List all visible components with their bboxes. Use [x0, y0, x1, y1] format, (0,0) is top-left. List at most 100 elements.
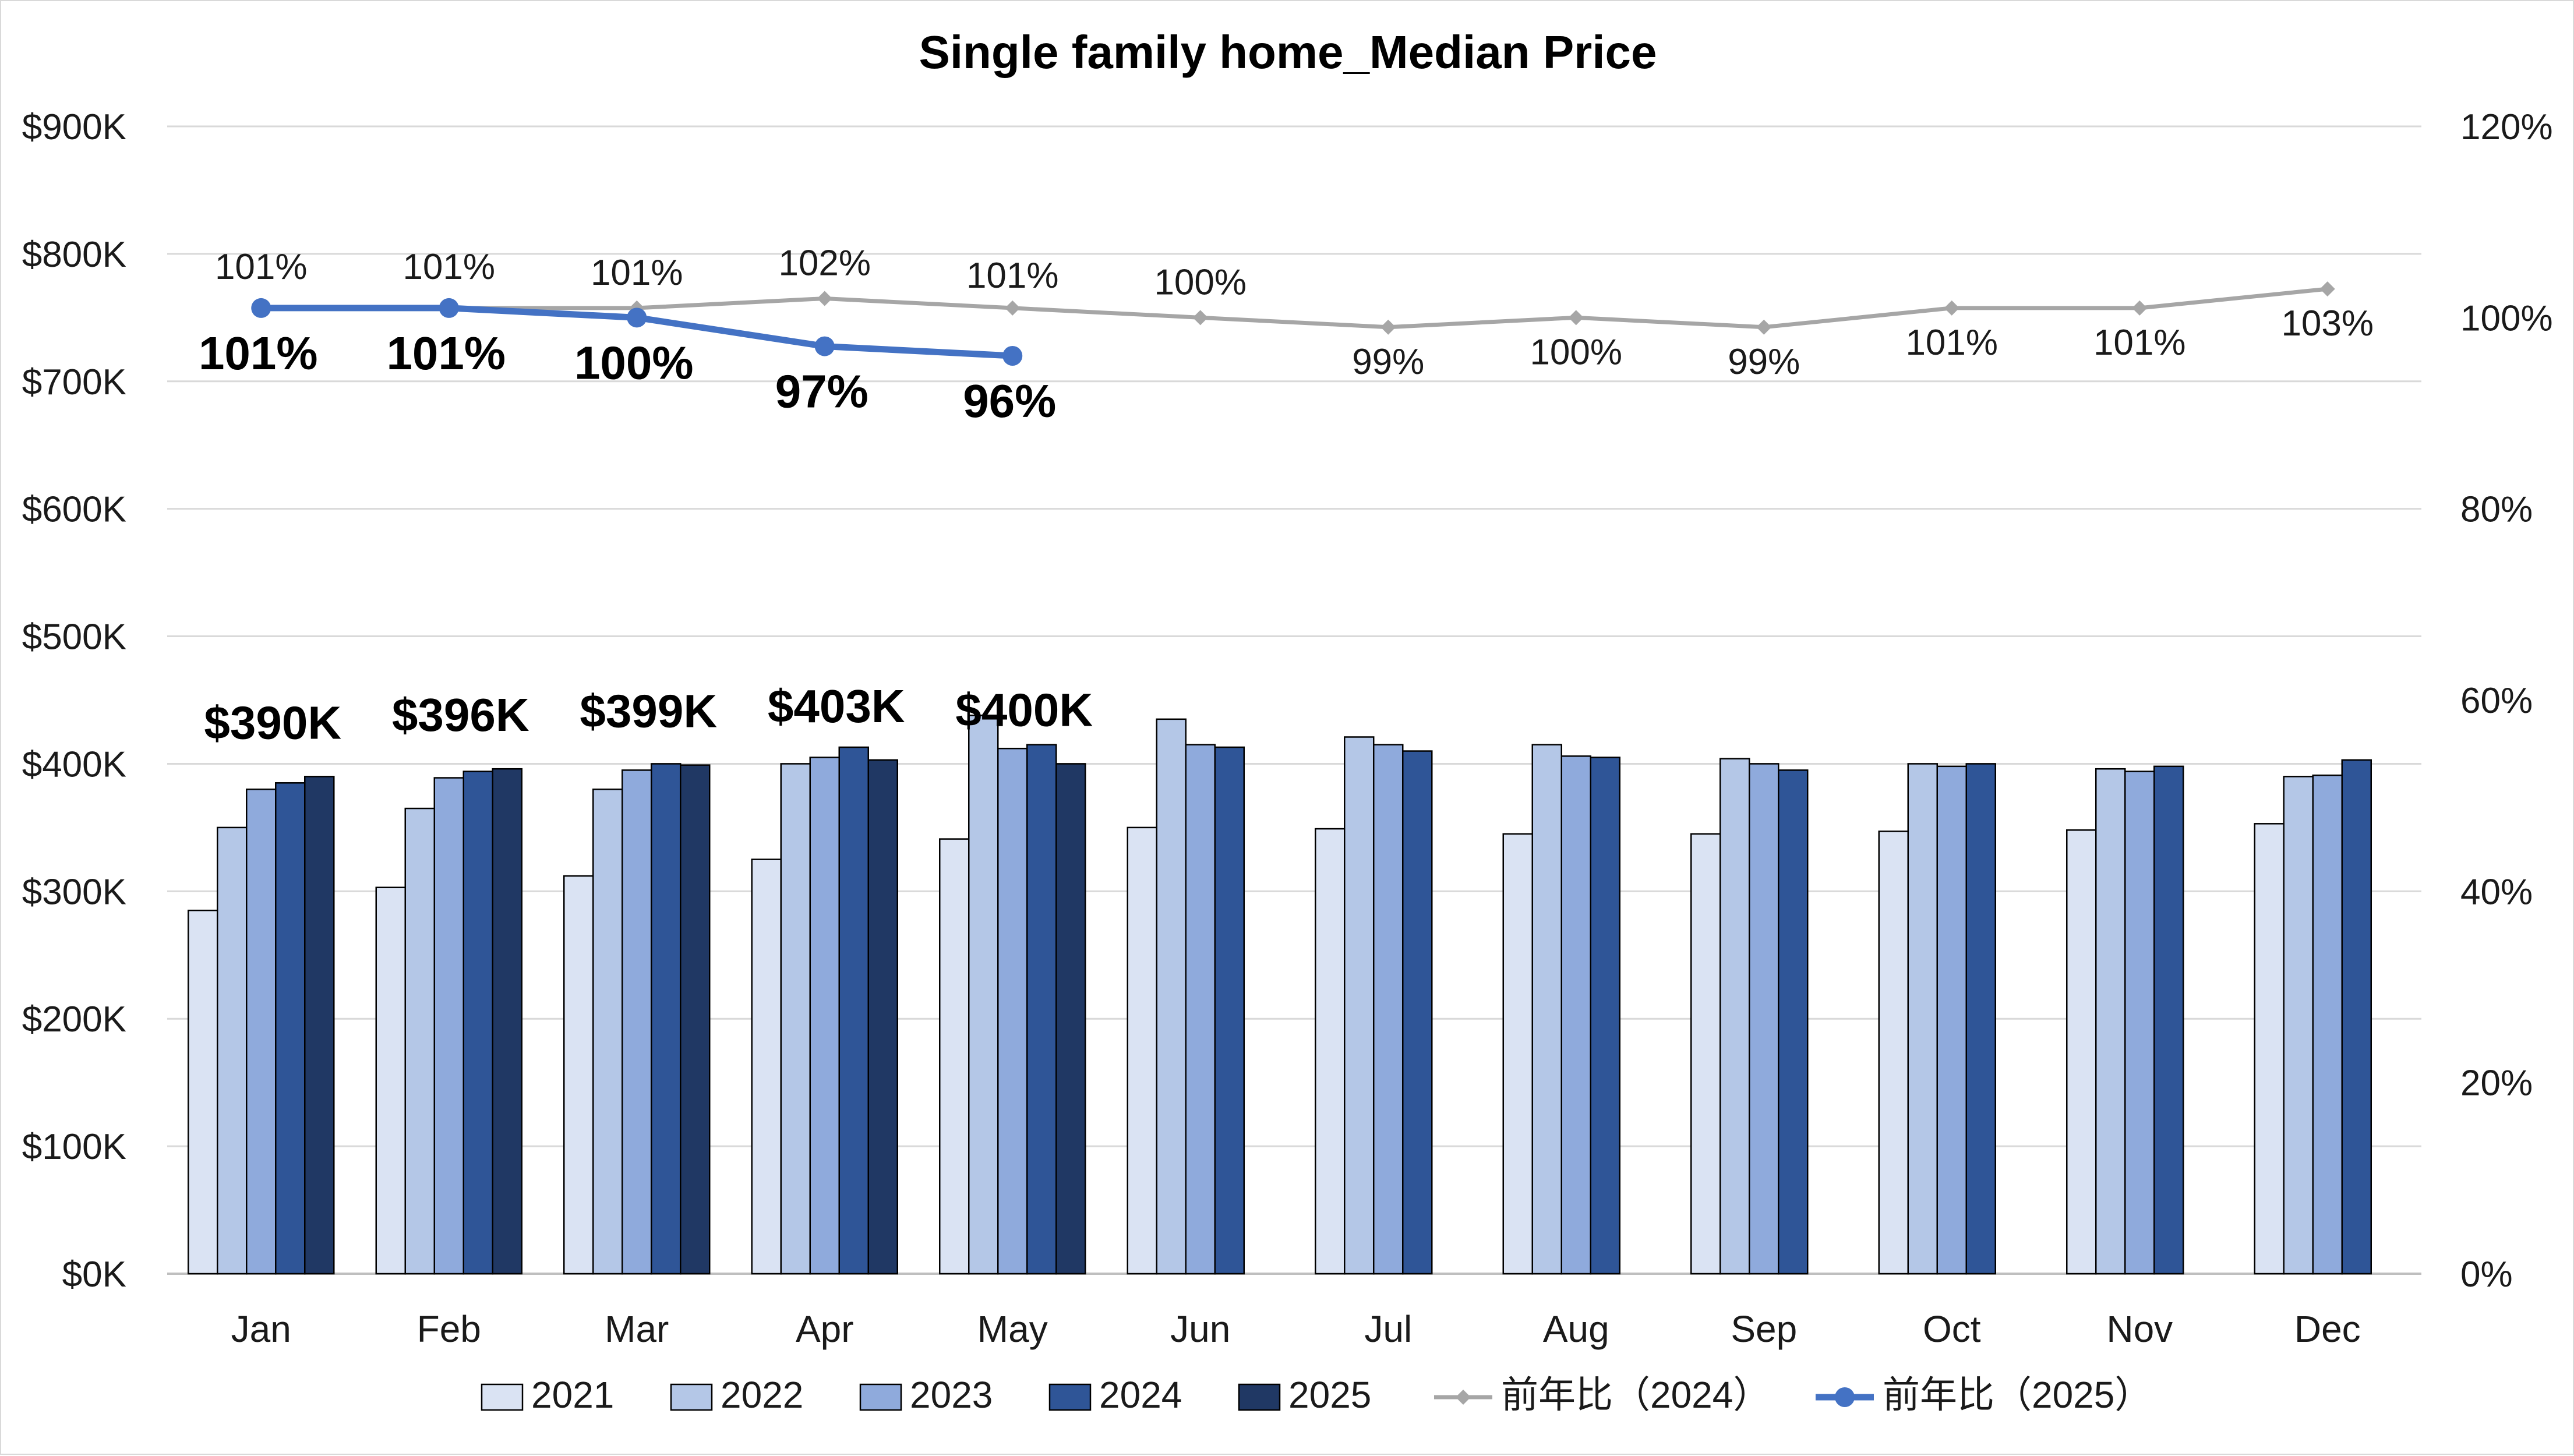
bar-2023-Jul — [1373, 744, 1404, 1275]
y-tick-label: $800K — [22, 235, 126, 275]
marker-前年比（2024） — [1380, 319, 1396, 335]
y2-tick-label: 60% — [2460, 681, 2533, 721]
bar-2024-Sep — [1778, 769, 1809, 1275]
y2-tick-label: 100% — [2460, 298, 2553, 338]
legend: 2021 2022 2023 2024 2025 前年比（2024） 前年比（2025） — [481, 1374, 2152, 1416]
y-tick-label: $300K — [22, 872, 126, 912]
yoy-2025-label: 101% — [386, 327, 506, 379]
x-tick-label: May — [977, 1308, 1048, 1350]
bar-2023-Oct — [1936, 765, 1967, 1275]
yoy-2025-label: 97% — [775, 366, 868, 418]
bar-2021-Nov — [2066, 829, 2097, 1275]
legend-label: 前年比（2024） — [1501, 1374, 1770, 1416]
x-tick-label: Jun — [1170, 1308, 1230, 1350]
y-tick-label: $600K — [22, 490, 126, 530]
bar-2021-Aug — [1502, 833, 1533, 1275]
bar-2022-Nov — [2095, 768, 2126, 1275]
bar-2024-Apr — [838, 746, 869, 1275]
yoy-2024-label: 100% — [1154, 262, 1247, 302]
bar-2025-May — [1055, 763, 1086, 1275]
chart-title: Single family home_Median Price — [919, 26, 1657, 78]
yoy-2025-label: 96% — [963, 375, 1056, 427]
legend-label: 2022 — [721, 1374, 803, 1416]
bar-2024-May — [1026, 744, 1057, 1275]
bar-2022-Aug — [1531, 744, 1562, 1275]
bar-2024-Nov — [2153, 765, 2184, 1275]
bar-2023-May — [997, 747, 1028, 1275]
bar-2023-Dec — [2312, 774, 2343, 1275]
x-tick-label: Aug — [1543, 1308, 1609, 1350]
bar-2024-Dec — [2341, 759, 2372, 1275]
bar-2022-Jun — [1156, 718, 1187, 1275]
yoy-2025-label: 101% — [199, 327, 318, 379]
price-label-2025: $396K — [392, 689, 529, 741]
x-tick-label: Sep — [1731, 1308, 1797, 1350]
marker-前年比（2024） — [1944, 300, 1959, 316]
bar-2021-May — [939, 838, 970, 1275]
bar-2021-Jun — [1127, 826, 1157, 1275]
bar-2022-May — [968, 715, 999, 1275]
bar-2024-Jul — [1402, 750, 1433, 1275]
bar-2021-Oct — [1878, 831, 1909, 1275]
y-tick-label: $100K — [22, 1127, 126, 1167]
bar-2021-Mar — [563, 875, 594, 1275]
y2-tick-label: 40% — [2460, 872, 2533, 912]
y-tick-label: $900K — [22, 107, 126, 147]
marker-前年比（2024） — [2132, 300, 2148, 316]
bar-2025-Feb — [492, 768, 522, 1275]
y2-tick-label: 20% — [2460, 1063, 2533, 1104]
bar-2024-Feb — [462, 771, 493, 1275]
marker-前年比（2025） — [627, 308, 647, 328]
yoy-2024-label: 99% — [1728, 342, 1800, 382]
bar-2024-Jan — [275, 782, 306, 1275]
yoy-2024-label: 101% — [215, 247, 308, 287]
marker-前年比（2024） — [817, 291, 832, 306]
bar-2021-Dec — [2254, 823, 2285, 1275]
bar-2023-Sep — [1749, 763, 1779, 1275]
y-tick-label: $700K — [22, 362, 126, 402]
bar-2024-Oct — [1965, 763, 1996, 1275]
legend-label: 2023 — [910, 1374, 993, 1416]
bar-2025-Jan — [304, 776, 335, 1275]
bar-2023-Mar — [622, 769, 652, 1275]
legend-swatch-2021 — [481, 1383, 524, 1411]
marker-前年比（2025） — [251, 298, 271, 318]
bar-2021-Apr — [751, 858, 782, 1275]
bar-2025-Mar — [680, 764, 711, 1275]
bar-2023-Apr — [809, 757, 840, 1275]
marker-前年比（2024） — [1756, 319, 1772, 335]
y-tick-label: $500K — [22, 617, 126, 658]
axes: $0K $100K $200K $300K $400K $500K $600K $700K $8… — [22, 107, 2553, 1350]
bar-2024-Jun — [1214, 746, 1245, 1275]
marker-前年比（2025） — [814, 336, 835, 356]
y-tick-label: $0K — [62, 1254, 126, 1295]
yoy-2024-label: 100% — [1530, 332, 1622, 372]
yoy-2024-label: 102% — [778, 243, 871, 284]
y2-tick-label: 0% — [2460, 1254, 2513, 1295]
yoy-2024-label: 99% — [1352, 342, 1424, 382]
bar-2021-Feb — [375, 886, 406, 1275]
marker-前年比（2024） — [1005, 300, 1021, 316]
data-labels: $390K $396K $399K $403K $400K 101% 101% 101% 102… — [199, 243, 2374, 749]
bar-2022-Jan — [217, 826, 248, 1275]
price-label-2025: $403K — [768, 680, 905, 732]
bars — [188, 715, 2372, 1275]
bar-2022-Feb — [404, 807, 435, 1275]
yoy-2024-label: 101% — [2093, 323, 2186, 363]
marker-前年比（2024） — [1568, 310, 1584, 326]
bar-2023-Aug — [1560, 755, 1591, 1275]
marker-前年比（2025） — [439, 298, 459, 318]
price-label-2025: $400K — [955, 684, 1093, 736]
y-tick-label: $200K — [22, 999, 126, 1040]
x-tick-label: Mar — [605, 1308, 669, 1350]
bar-2022-Jul — [1344, 736, 1375, 1275]
x-tick-label: Jul — [1364, 1308, 1412, 1350]
x-tick-label: Feb — [417, 1308, 481, 1350]
x-tick-label: Nov — [2106, 1308, 2173, 1350]
bar-2021-Sep — [1690, 833, 1721, 1275]
bar-2023-Feb — [433, 777, 464, 1275]
yoy-2024-label: 101% — [591, 253, 683, 293]
legend-marker — [1835, 1387, 1855, 1407]
